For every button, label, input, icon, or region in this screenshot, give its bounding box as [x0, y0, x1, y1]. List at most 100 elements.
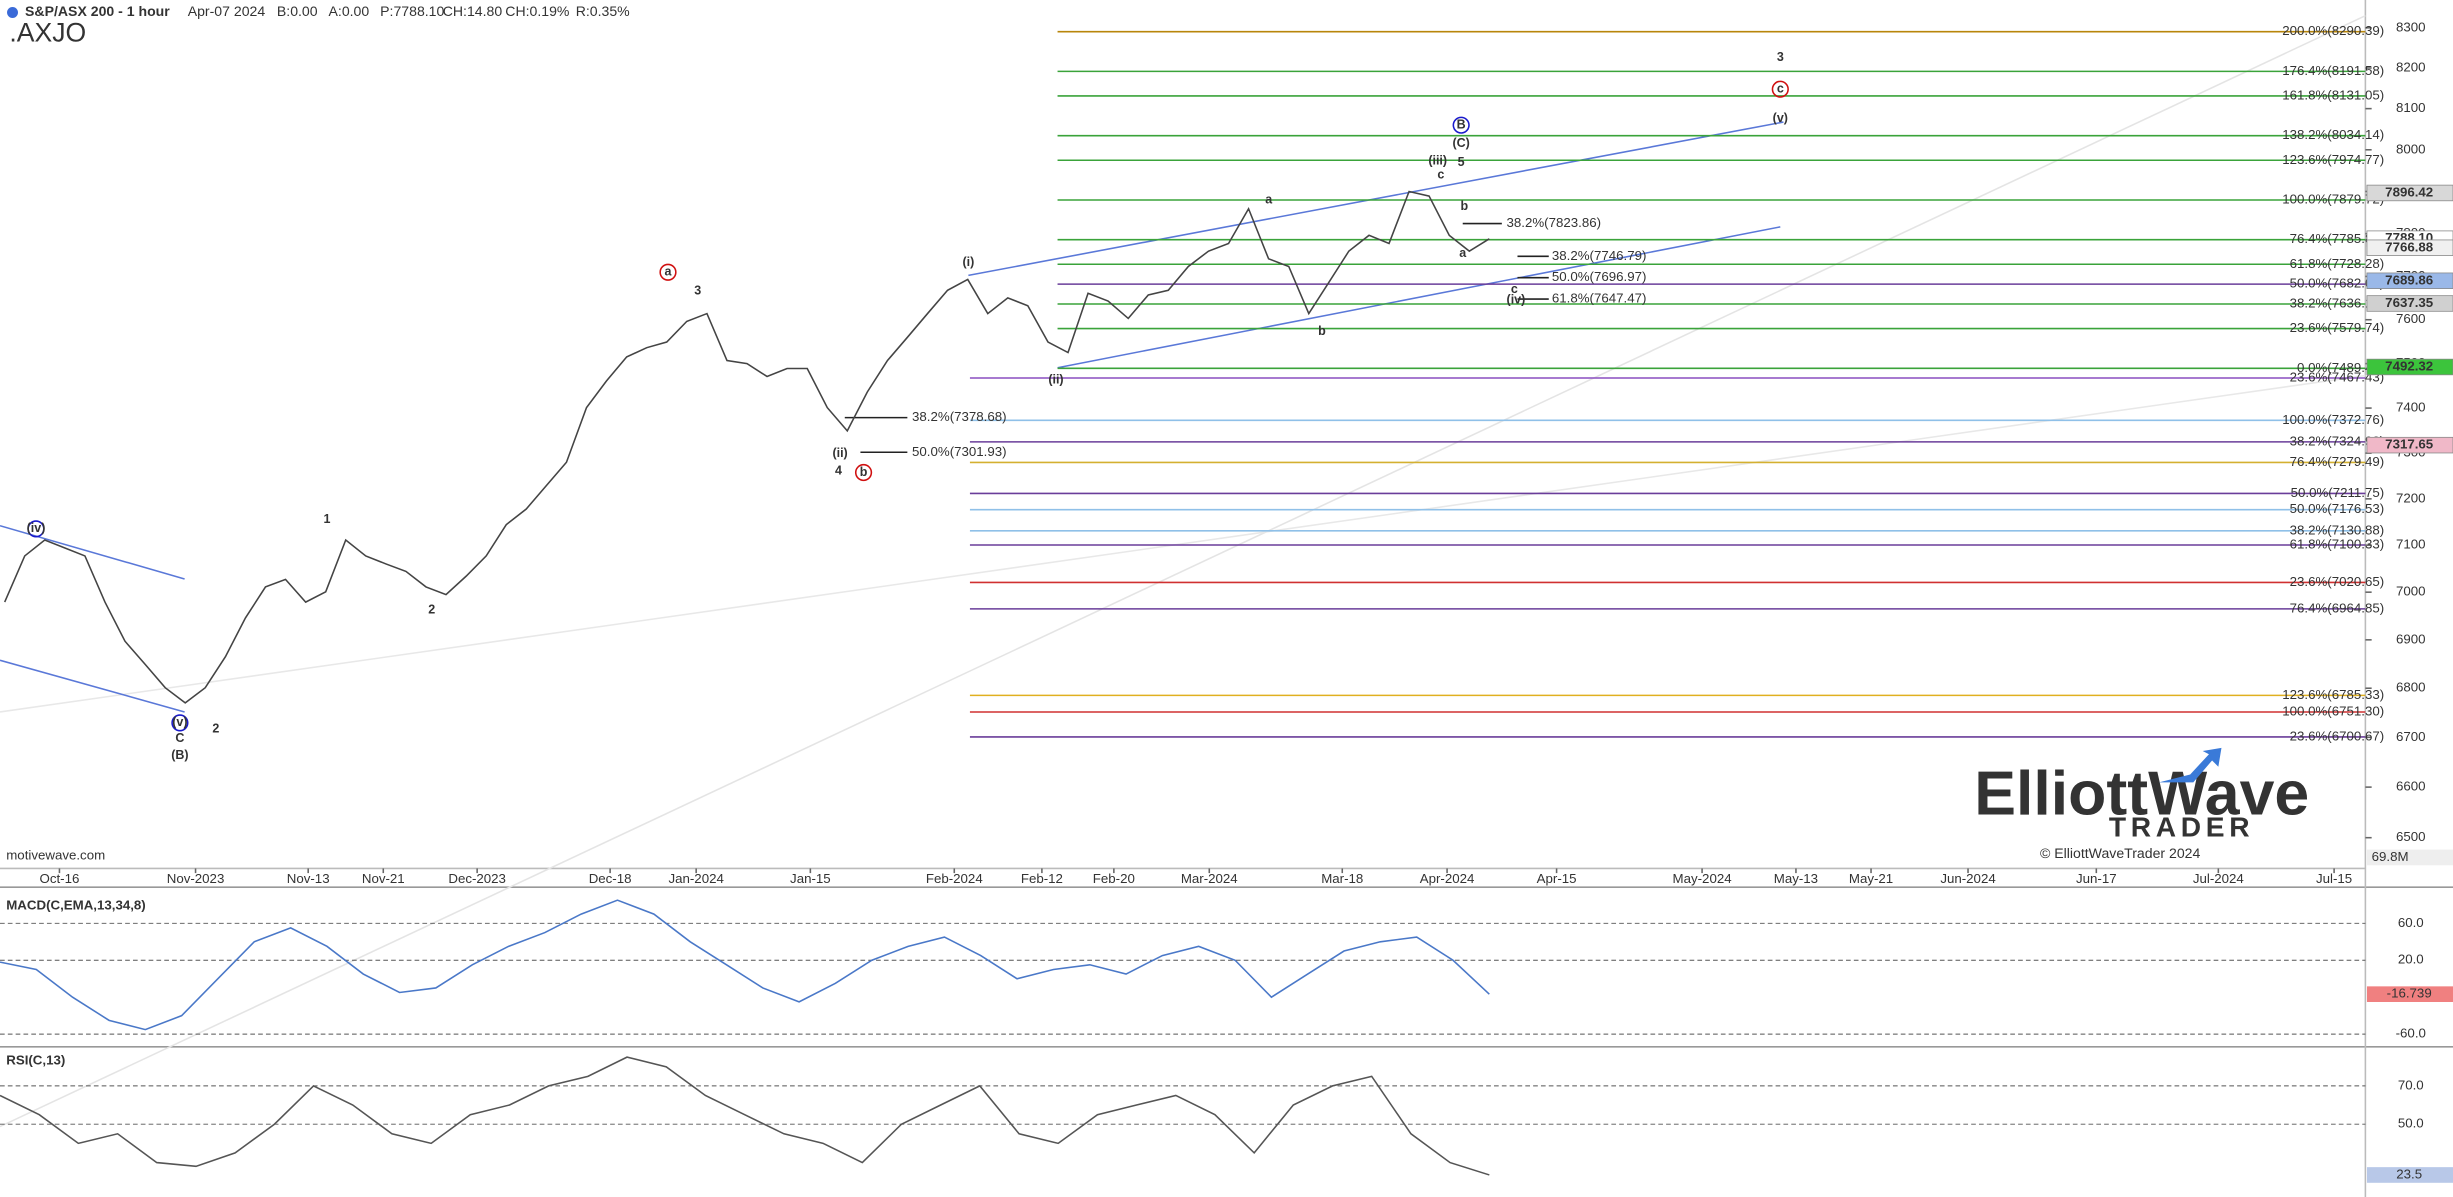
source: motivewave.com [6, 847, 105, 862]
x-tick-label: Mar-2024 [1181, 871, 1238, 886]
fib-label: 38.2%(7378.68) [912, 409, 1007, 424]
wave-label: b [1460, 199, 1468, 213]
header-item: Apr-07 2024 [188, 3, 266, 19]
wave-label: (B) [171, 748, 188, 762]
price-tag-box [2366, 295, 2453, 312]
y-tick-label: 6800 [2396, 680, 2426, 695]
fib-label: 38.2%(7636.17) [2290, 296, 2385, 311]
wave-label: 2 [212, 721, 219, 735]
status-dot [7, 7, 18, 18]
fib-label: 76.4%(7785.81) [2290, 231, 2385, 246]
x-tick-label: Jun-17 [2076, 871, 2117, 886]
series-line [0, 1056, 1490, 1176]
y-tick-label: 6600 [2396, 779, 2426, 794]
fib-label: 38.2%(7746.79) [1552, 248, 1647, 263]
price-tag-box [2366, 436, 2453, 454]
x-tick-label: Feb-20 [1093, 871, 1135, 886]
wave-label: B [1457, 117, 1466, 131]
wave-label: 3 [1777, 50, 1784, 64]
fib-label: 138.2%(8034.14) [2282, 127, 2384, 142]
y-tick-label: 6500 [2396, 829, 2426, 844]
x-tick-label: Jan-2024 [668, 871, 723, 886]
wave-circle [171, 714, 189, 732]
macd-title: MACD(C,EMA,13,34,8) [6, 897, 145, 912]
rsi-title: RSI(C,13) [6, 1052, 65, 1067]
fib-label: 0.0%(7489.40) [2297, 360, 2384, 375]
wave-circle [1771, 80, 1789, 98]
x-tick-label: May-13 [1774, 871, 1818, 886]
wave-label: c [1511, 282, 1518, 296]
wave-label: (ii) [832, 446, 847, 460]
wave-circle [1452, 116, 1470, 134]
logo-sub: TRADER [2109, 812, 2254, 843]
x-tick-label: Oct-16 [40, 871, 80, 886]
y-tick-label: 70.0 [2398, 1077, 2424, 1092]
indicator-tag-box [2366, 1167, 2453, 1183]
wave-label: c [1777, 81, 1784, 95]
fib-label: 50.0%(7176.53) [2290, 501, 2385, 516]
price-tag-box [2366, 239, 2453, 256]
x-tick-label: Jan-15 [790, 871, 831, 886]
y-tick-label: 8200 [2396, 59, 2426, 74]
x-tick-label: Nov-21 [362, 871, 405, 886]
chart-title: S&P/ASX 200 - 1 hour [25, 3, 170, 19]
x-tick-label: Dec-2023 [448, 871, 506, 886]
fib-label: 38.2%(7324.92) [2290, 433, 2385, 448]
x-tick-label: Apr-2024 [1420, 871, 1475, 886]
wave-label: (ii) [1048, 373, 1063, 387]
fib-label: 50.0%(7696.97) [1552, 269, 1647, 284]
price-tag: 7492.32 [2385, 359, 2433, 374]
fib-label: 76.4%(6964.85) [2290, 600, 2385, 615]
indicator-tag: -16.739 [2387, 986, 2432, 1001]
series-line [3, 190, 1490, 704]
price-tag-box [2366, 358, 2453, 376]
x-tick-label: May-21 [1849, 871, 1893, 886]
wave-label: (iv) [27, 521, 46, 535]
price-tag: 7689.86 [2385, 272, 2433, 287]
indicator-tag-box [2366, 986, 2453, 1003]
header-item: P:7788.10 [380, 3, 444, 19]
y-tick-label: 50.0 [2398, 1116, 2424, 1131]
y-tick-label: 7600 [2396, 311, 2426, 326]
fib-label: 200.0%(8290.39) [2282, 23, 2384, 38]
indicator-tag: 23.5 [2396, 1166, 2422, 1181]
fib-label: 50.0%(7682.08) [2290, 276, 2385, 291]
y-tick-label: 7400 [2396, 400, 2426, 415]
price-tag: 7896.42 [2385, 184, 2433, 199]
y-tick-label: 20.0 [2398, 952, 2424, 967]
y-tick-label: 8300 [2396, 19, 2426, 34]
fib-label: 176.4%(8191.58) [2282, 63, 2384, 78]
header-item: A:0.00 [329, 3, 370, 19]
wave-circle [659, 263, 677, 281]
price-tag-box [2366, 272, 2453, 289]
x-tick-label: May-2024 [1673, 871, 1732, 886]
wave-label: a [665, 265, 673, 279]
wave-label: (i) [962, 255, 974, 269]
x-tick-label: Dec-18 [589, 871, 632, 886]
fib-label: 76.4%(7279.49) [2290, 454, 2385, 469]
fib-label: 38.2%(7823.86) [1507, 215, 1602, 230]
fib-label: 61.8%(7647.47) [1552, 291, 1647, 306]
fib-label: 161.8%(8131.05) [2282, 87, 2384, 102]
fib-label: 23.6%(7467.43) [2290, 370, 2385, 385]
wave-label: (iii) [1428, 153, 1447, 167]
wave-label: (v) [172, 715, 187, 729]
fib-label: 23.6%(7020.65) [2290, 574, 2385, 589]
channel-line [1057, 226, 1781, 369]
x-tick-label: Jul-2024 [2193, 871, 2244, 886]
y-tick-label: 60.0 [2398, 915, 2424, 930]
y-tick-label: 8100 [2396, 100, 2426, 115]
wave-label: (iv) [1507, 293, 1526, 307]
x-tick-label: Mar-18 [1321, 871, 1363, 886]
y-tick-label: 8000 [2396, 141, 2426, 156]
wave-circle [27, 520, 45, 538]
wave-label: 1 [323, 512, 330, 526]
y-tick-label: 7200 [2396, 490, 2426, 505]
wave-circle [854, 463, 873, 482]
channel-line [0, 659, 185, 713]
fib-label: 100.0%(6751.30) [2282, 704, 2384, 719]
header-item: CH:14.80 [443, 3, 503, 19]
wave-label: 2 [428, 603, 435, 617]
